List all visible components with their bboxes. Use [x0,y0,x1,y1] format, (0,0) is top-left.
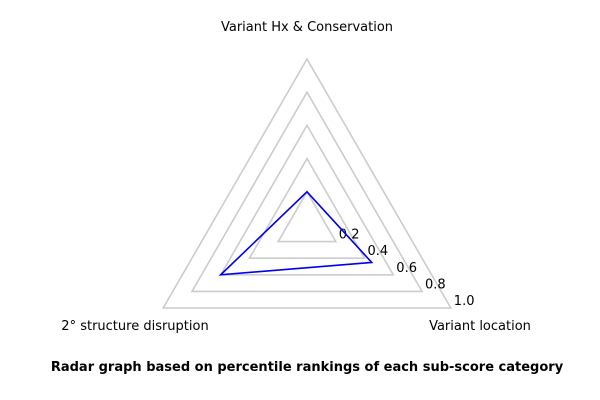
series-polygon-0 [218,190,374,276]
grid-ring-4 [161,57,453,309]
radar-ring-labels: 0.20.40.60.81.0 [339,228,475,309]
grid-ring-1 [248,156,366,260]
axis-label-1: Variant location [429,319,531,334]
ring-label-2: 0.6 [396,261,417,276]
grid-ring-0 [276,190,338,243]
radar-axis-labels: Variant Hx & Conservation Variant locatio… [61,20,531,334]
grid-ring-2 [219,123,395,276]
radar-series [218,190,374,276]
axis-label-2: 2° structure disruption [61,319,208,334]
radar-grid [161,57,453,309]
chart-title: Radar graph based on percentile rankings… [51,360,564,375]
axis-label-0: Variant Hx & Conservation [221,20,393,35]
ring-label-1: 0.4 [368,244,389,259]
grid-ring-3 [190,90,424,293]
ring-label-3: 0.8 [425,277,446,292]
ring-label-4: 1.0 [454,294,475,309]
